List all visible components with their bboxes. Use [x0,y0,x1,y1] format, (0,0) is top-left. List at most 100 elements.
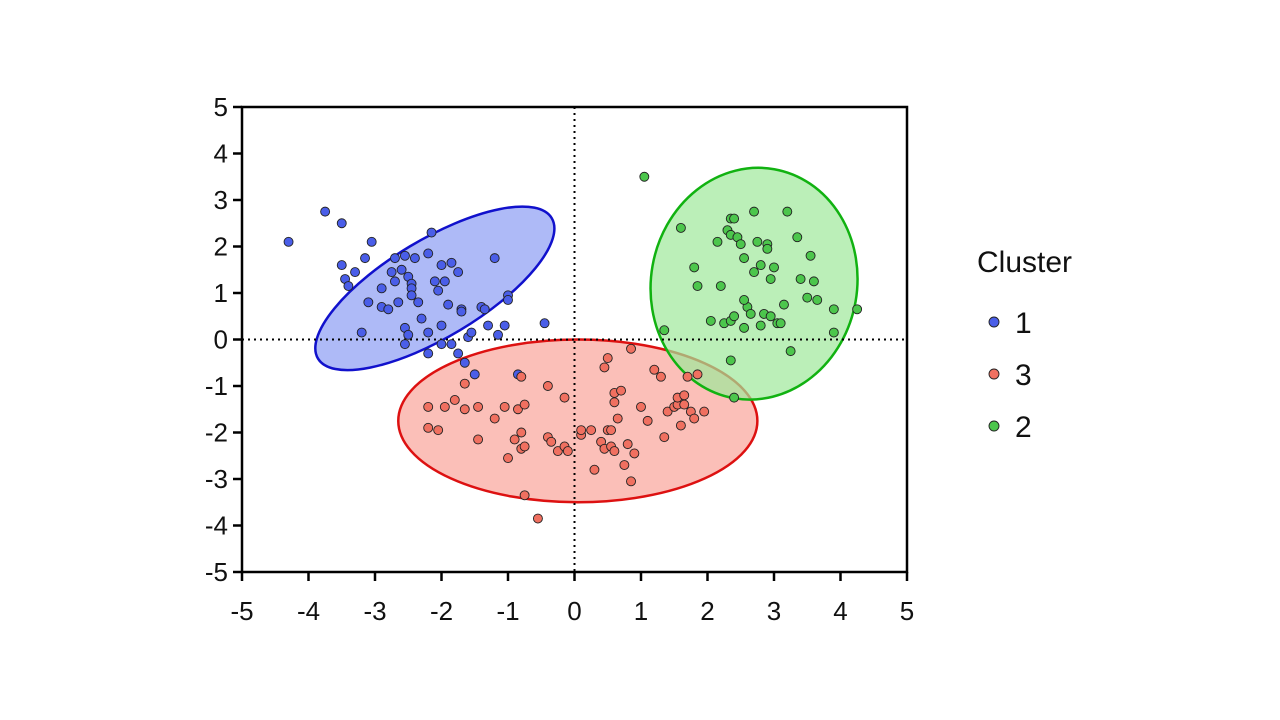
cluster-ellipse-3 [397,338,759,504]
data-point-cluster-2 [769,262,779,273]
data-point-cluster-2 [812,295,823,305]
legend-label-2: 2 [1015,411,1032,444]
data-point-cluster-2 [729,392,740,403]
data-point-cluster-3 [423,422,434,433]
x-tick-label: -3 [363,596,386,626]
data-point-cluster-3 [559,392,570,403]
data-point-cluster-3 [629,448,640,459]
data-point-cluster-3 [626,343,636,354]
data-point-cluster-3 [626,476,636,487]
data-point-cluster-3 [599,362,610,373]
data-point-cluster-3 [576,425,587,436]
data-point-cluster-3 [519,441,530,452]
data-point-cluster-3 [589,464,600,475]
data-point-cluster-1 [403,329,414,340]
y-tick-label: -3 [205,464,228,494]
data-point-cluster-1 [503,295,513,305]
data-point-cluster-3 [516,427,527,438]
data-point-cluster-3 [689,413,700,424]
data-point-cluster-3 [552,446,563,457]
data-point-cluster-1 [436,339,447,350]
data-point-cluster-2 [745,308,756,319]
data-point-cluster-1 [363,297,374,308]
data-point-cluster-3 [619,460,630,470]
data-point-cluster-2 [828,327,839,338]
data-point-cluster-1 [439,276,450,287]
y-tick-label: 1 [214,278,228,308]
data-point-cluster-3 [699,406,710,417]
data-point-cluster-1 [443,299,454,310]
data-point-cluster-1 [436,320,447,331]
data-point-cluster-1 [446,257,457,268]
x-tick-label: 5 [900,596,914,626]
x-tick-label: -1 [496,596,519,626]
data-point-cluster-3 [586,425,597,436]
data-point-cluster-1 [343,281,354,291]
data-point-cluster-2 [689,262,700,273]
data-point-cluster-1 [350,267,360,278]
x-tick-label: 3 [767,596,781,626]
data-point-cluster-3 [433,425,444,436]
data-point-cluster-1 [539,318,550,329]
x-tick-label: 4 [833,596,847,626]
data-point-cluster-2 [729,213,740,224]
data-point-cluster-1 [423,248,434,259]
data-point-cluster-1 [453,348,464,359]
data-point-cluster-3 [473,401,484,412]
axes: -5 -4 -3 -2 -1 0 1 2 3 4 5 -5 -4 -3 -2 -1 0 1 2 3 4 5 [205,92,914,626]
data-point-cluster-1 [493,329,503,340]
data-point-cluster-3 [519,490,530,501]
data-point-cluster-3 [499,401,510,412]
data-point-cluster-1 [453,267,464,278]
data-point-cluster-1 [390,276,400,287]
data-point-cluster-2 [792,232,803,243]
x-tick-label: 2 [700,596,714,626]
data-point-cluster-3 [532,513,543,524]
data-point-cluster-1 [409,253,420,264]
data-point-cluster-2 [852,304,863,315]
data-point-cluster-2 [639,171,650,182]
data-point-cluster-3 [602,353,613,364]
x-tick-label: 0 [567,596,581,626]
data-point-cluster-3 [616,385,626,396]
legend: Cluster 1 3 2 [977,246,1072,444]
data-point-cluster-1 [489,253,500,264]
data-point-cluster-2 [805,250,816,261]
data-point-cluster-2 [749,267,759,278]
data-point-cluster-1 [446,339,457,350]
data-point-cluster-1 [483,320,493,331]
data-point-cluster-1 [336,260,347,271]
legend-label-3: 3 [1015,359,1032,392]
data-point-cluster-1 [386,267,397,278]
data-point-cluster-2 [675,222,686,233]
y-tick-label: 3 [214,185,228,215]
data-point-cluster-3 [516,371,527,382]
data-point-cluster-3 [682,371,693,382]
data-point-cluster-1 [390,253,400,264]
data-point-cluster-2 [779,299,789,310]
data-point-cluster-1 [469,369,480,380]
data-point-cluster-3 [659,432,670,443]
data-point-cluster-2 [739,253,750,264]
data-point-cluster-2 [739,322,750,333]
data-point-cluster-1 [399,339,410,350]
data-point-cluster-3 [606,425,617,436]
data-point-cluster-2 [729,311,740,322]
data-point-cluster-3 [649,364,660,375]
cluster-ellipses [314,166,859,504]
data-point-cluster-3 [546,436,557,447]
data-point-cluster-3 [609,397,620,408]
x-tick-label: -5 [230,596,253,626]
data-point-cluster-3 [662,406,673,417]
y-tick-label: 4 [214,139,228,169]
x-tick-label: -2 [430,596,453,626]
data-point-cluster-3 [636,401,646,412]
data-point-cluster-3 [675,420,686,431]
legend-marker-3 [988,368,1000,380]
legend-label-1: 1 [1015,307,1032,340]
data-point-cluster-3 [679,390,690,401]
data-point-cluster-3 [612,413,623,424]
data-point-cluster-1 [413,297,424,308]
data-point-cluster-1 [283,236,294,247]
